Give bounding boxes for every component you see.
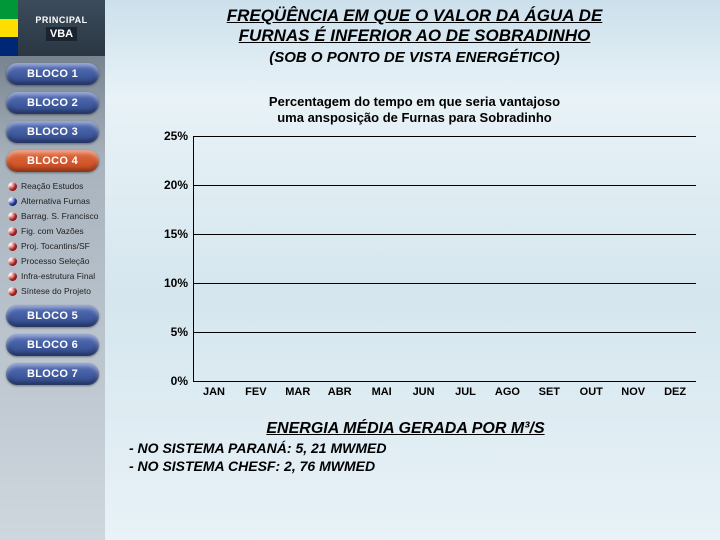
subitem-label: Processo Seleção: [21, 256, 90, 266]
bullet-icon: [8, 212, 17, 221]
subitem-3[interactable]: Fig. com Vazões: [8, 226, 99, 236]
chart-xlabels: JANFEVMARABRMAIJUNJULAGOSETOUTNOVDEZ: [193, 382, 696, 406]
bullet-icon: [8, 182, 17, 191]
bullet-icon: [8, 227, 17, 236]
x-tick-label: FEV: [235, 382, 277, 406]
subitem-7[interactable]: Síntese do Projeto: [8, 286, 99, 296]
bloco-button-7[interactable]: BLOCO 7: [6, 363, 99, 385]
y-tick-label: 0%: [171, 374, 188, 388]
x-tick-label: MAR: [277, 382, 319, 406]
subitem-label: Proj. Tocantins/SF: [21, 241, 90, 251]
bloco-button-4[interactable]: BLOCO 4: [6, 150, 99, 172]
gridline: [194, 185, 696, 186]
x-tick-label: NOV: [612, 382, 654, 406]
bloco-button-1[interactable]: BLOCO 1: [6, 63, 99, 85]
bloco-button-3[interactable]: BLOCO 3: [6, 121, 99, 143]
main-content: FREQÜÊNCIA EM QUE O VALOR DA ÁGUA DE FUR…: [105, 0, 720, 540]
vba-label: VBA: [46, 27, 77, 41]
chart-title-line1: Percentagem do tempo em que seria vantaj…: [269, 94, 560, 109]
x-tick-label: JAN: [193, 382, 235, 406]
bloco-button-6[interactable]: BLOCO 6: [6, 334, 99, 356]
x-tick-label: MAI: [361, 382, 403, 406]
x-tick-label: AGO: [486, 382, 528, 406]
footer-line-1: - NO SISTEMA PARANÁ: 5, 21 MWMED: [129, 440, 692, 456]
gridline: [194, 283, 696, 284]
bloco-button-5[interactable]: BLOCO 5: [6, 305, 99, 327]
y-tick-label: 25%: [164, 129, 188, 143]
subitem-2[interactable]: Barrag. S. Francisco: [8, 211, 99, 221]
footer-title: ENERGIA MÉDIA GERADA POR M³/S: [119, 420, 692, 438]
subitem-5[interactable]: Processo Seleção: [8, 256, 99, 266]
chart-area: 0%5%10%15%20%25% JANFEVMARABRMAIJUNJULAG…: [157, 136, 700, 406]
gridline: [194, 136, 696, 137]
y-tick-label: 10%: [164, 276, 188, 290]
y-tick-label: 20%: [164, 178, 188, 192]
footer-line-2: - NO SISTEMA CHESF: 2, 76 MWMED: [129, 458, 692, 474]
logo-text: PRINCIPAL VBA: [18, 0, 105, 56]
subitem-6[interactable]: Infra-estrutura Final: [8, 271, 99, 281]
subitem-label: Síntese do Projeto: [21, 286, 91, 296]
page-title-line1: FREQÜÊNCIA EM QUE O VALOR DA ÁGUA DE: [119, 6, 710, 26]
sidebar: PRINCIPAL VBA BLOCO 1BLOCO 2BLOCO 3BLOCO…: [0, 0, 105, 540]
bloco-list: BLOCO 1 BLOCO 2 BLOCO 3 BLOCO 4 Reação Estud…: [0, 56, 105, 391]
bullet-icon: [8, 242, 17, 251]
subitem-label: Fig. com Vazões: [21, 226, 84, 236]
chart-title-line2: uma ansposição de Furnas para Sobradinho: [277, 110, 552, 125]
x-tick-label: JUN: [403, 382, 445, 406]
brazil-flag-icon: [0, 0, 18, 56]
y-tick-label: 5%: [171, 325, 188, 339]
subitem-4[interactable]: Proj. Tocantins/SF: [8, 241, 99, 251]
subitem-label: Reação Estudos: [21, 181, 83, 191]
chart-title: Percentagem do tempo em que seria vantaj…: [119, 94, 710, 127]
gridline: [194, 234, 696, 235]
bloco-button-2[interactable]: BLOCO 2: [6, 92, 99, 114]
bullet-icon: [8, 257, 17, 266]
x-tick-label: DEZ: [654, 382, 696, 406]
subitem-0[interactable]: Reação Estudos: [8, 181, 99, 191]
bloco-4-subitems: Reação Estudos Alternativa Furnas Barrag. …: [6, 179, 99, 298]
bullet-icon: [8, 197, 17, 206]
x-tick-label: OUT: [570, 382, 612, 406]
subitem-label: Barrag. S. Francisco: [21, 211, 98, 221]
x-tick-label: ABR: [319, 382, 361, 406]
principal-label[interactable]: PRINCIPAL: [35, 15, 87, 25]
chart-bars: [194, 136, 696, 381]
gridline: [194, 332, 696, 333]
subitem-label: Infra-estrutura Final: [21, 271, 95, 281]
logo-area: PRINCIPAL VBA: [0, 0, 105, 56]
bullet-icon: [8, 272, 17, 281]
x-tick-label: JUL: [445, 382, 487, 406]
page-title-line2: FURNAS É INFERIOR AO DE SOBRADINHO: [119, 26, 710, 46]
y-tick-label: 15%: [164, 227, 188, 241]
chart-plot: 0%5%10%15%20%25%: [193, 136, 696, 382]
subitem-label: Alternativa Furnas: [21, 196, 90, 206]
page-subtitle: (SOB O PONTO DE VISTA ENERGÉTICO): [119, 49, 710, 66]
x-tick-label: SET: [528, 382, 570, 406]
subitem-1[interactable]: Alternativa Furnas: [8, 196, 99, 206]
bullet-icon: [8, 287, 17, 296]
footer: ENERGIA MÉDIA GERADA POR M³/S - NO SISTE…: [119, 420, 692, 474]
